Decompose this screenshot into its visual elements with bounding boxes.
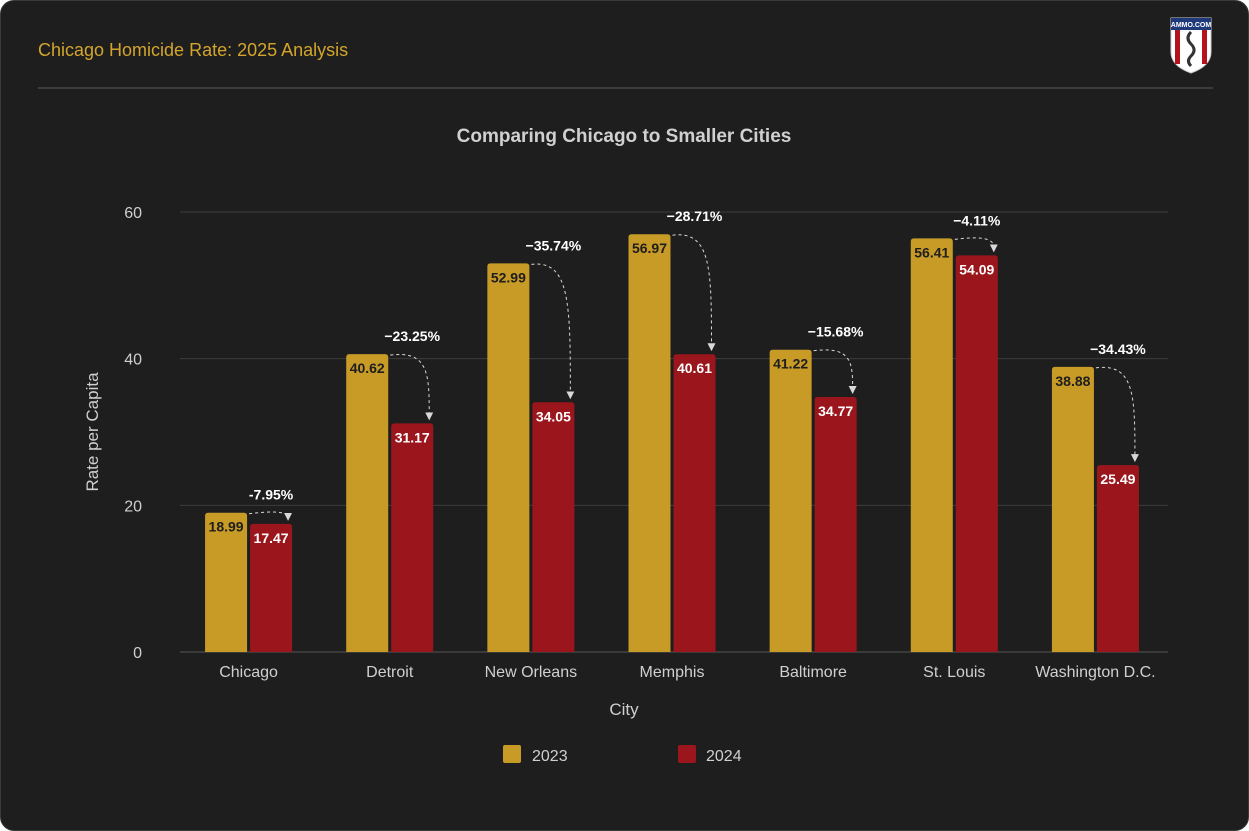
bar-2024[interactable] — [673, 354, 716, 652]
svg-text:AMMO.COM: AMMO.COM — [1171, 22, 1212, 29]
change-arrow — [1095, 366, 1139, 463]
change-arrow — [249, 511, 293, 521]
bar-value-label: 52.99 — [491, 269, 526, 285]
bar-value-label: 31.17 — [395, 429, 430, 445]
bar-value-label: 56.97 — [632, 240, 667, 256]
y-tick-label: 60 — [124, 205, 142, 222]
x-tick-label: Chicago — [219, 664, 278, 681]
change-arrow — [954, 237, 998, 253]
y-tick-label: 20 — [124, 498, 142, 515]
x-tick-label: Baltimore — [779, 664, 847, 681]
change-annotation: −28.71% — [667, 208, 723, 224]
x-tick-label: Detroit — [366, 664, 414, 681]
legend: 2023 2024 — [503, 745, 742, 765]
x-axis-label: City — [609, 700, 639, 719]
change-arrow — [813, 349, 857, 395]
page-title: Chicago Homicide Rate: 2025 Analysis — [38, 40, 349, 60]
change-annotation: -7.95% — [249, 487, 294, 503]
change-annotation: −23.25% — [384, 328, 440, 344]
bar-2024[interactable] — [250, 523, 293, 652]
ammo-logo: AMMO.COM — [1170, 17, 1212, 74]
bar-value-label: 34.05 — [536, 408, 571, 424]
bar-value-label: 34.77 — [818, 403, 853, 419]
legend-swatch-2023 — [503, 745, 521, 763]
bar-value-label: 56.41 — [914, 244, 949, 260]
bar-2023[interactable] — [487, 263, 530, 652]
x-tick-label: Washington D.C. — [1035, 664, 1155, 681]
bar-value-label: 40.61 — [677, 360, 712, 376]
bar-value-label: 25.49 — [1100, 471, 1135, 487]
change-annotation: −15.68% — [808, 324, 864, 340]
bar-2023[interactable] — [910, 238, 953, 652]
change-arrow — [672, 234, 716, 352]
bar-value-label: 41.22 — [773, 356, 808, 372]
bar-value-label: 18.99 — [209, 519, 244, 535]
change-annotation: −35.74% — [526, 237, 582, 253]
bar-2024[interactable] — [955, 255, 998, 652]
bar-value-label: 17.47 — [254, 530, 289, 546]
bar-2023[interactable] — [769, 349, 812, 652]
x-tick-label: St. Louis — [923, 664, 985, 681]
x-tick-label: Memphis — [640, 664, 705, 681]
y-tick-label: 0 — [133, 645, 142, 662]
bar-2023[interactable] — [628, 234, 671, 652]
legend-label-2023[interactable]: 2023 — [532, 748, 568, 765]
bar-2023[interactable] — [205, 512, 248, 652]
y-axis-label: Rate per Capita — [83, 372, 102, 492]
bar-2023[interactable] — [346, 354, 389, 652]
change-arrow — [390, 353, 434, 421]
y-tick-label: 40 — [124, 352, 142, 369]
bar-2024[interactable] — [532, 402, 575, 652]
bar-2024[interactable] — [1096, 465, 1139, 652]
bar-2024[interactable] — [391, 423, 434, 652]
header-divider — [38, 87, 1213, 89]
legend-swatch-2024 — [678, 745, 696, 763]
change-annotation: −34.43% — [1090, 341, 1146, 357]
bar-2023[interactable] — [1051, 366, 1094, 652]
x-tick-label: New Orleans — [485, 664, 577, 681]
change-arrow — [531, 263, 575, 400]
bar-2024[interactable] — [814, 397, 857, 652]
bar-value-label: 40.62 — [350, 360, 385, 376]
bar-value-label: 54.09 — [959, 261, 994, 277]
chart-title: Comparing Chicago to Smaller Cities — [457, 126, 792, 147]
change-annotation: −4.11% — [953, 212, 1001, 228]
bar-value-label: 38.88 — [1055, 373, 1090, 389]
legend-label-2024[interactable]: 2024 — [706, 748, 742, 765]
